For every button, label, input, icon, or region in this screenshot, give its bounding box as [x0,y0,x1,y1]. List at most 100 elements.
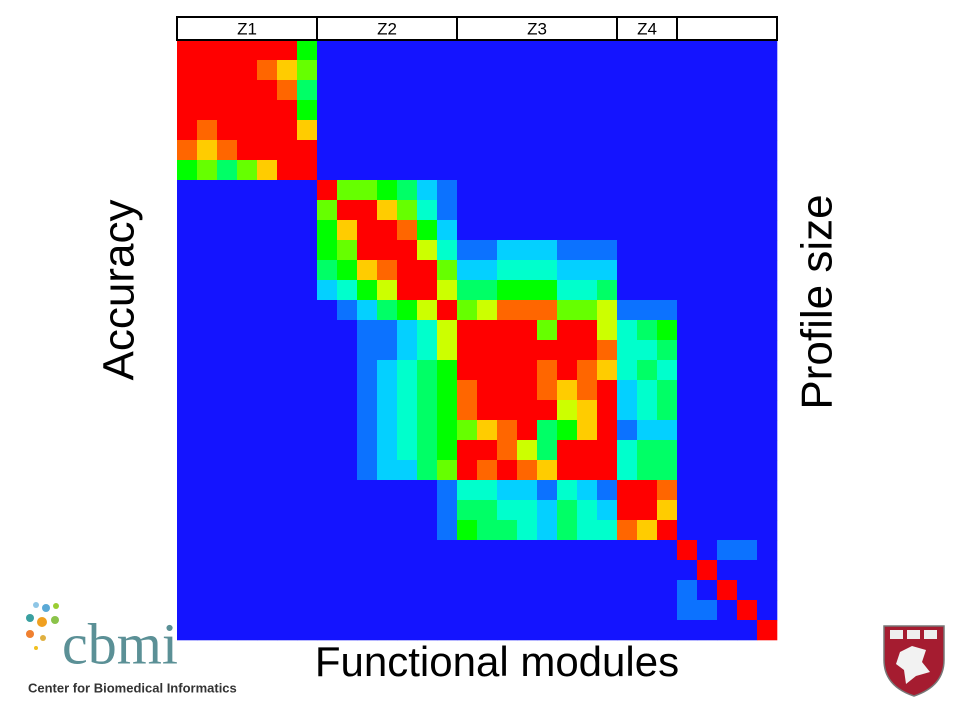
heatmap-cell [417,320,438,341]
heatmap-cell [557,420,578,441]
heatmap-cell [477,620,498,641]
heatmap-cell [257,260,278,281]
heatmap-cell [217,400,238,421]
heatmap-cell [717,400,738,421]
heatmap-cell [237,420,258,441]
heatmap-cell [297,80,318,101]
heatmap-cell [537,440,558,461]
heatmap-cell [257,460,278,481]
heatmap-cell [557,500,578,521]
heatmap-cell [317,620,338,641]
heatmap-cell [637,40,658,61]
heatmap-cell [657,300,678,321]
heatmap-cell [277,580,298,601]
heatmap-cell [477,400,498,421]
heatmap-cell [677,420,698,441]
heatmap-cell [177,260,198,281]
heatmap-cell [677,460,698,481]
heatmap-cell [537,540,558,561]
heatmap-cell [217,40,238,61]
heatmap-cell [377,260,398,281]
heatmap-cell [577,620,598,641]
heatmap-cell [397,180,418,201]
heatmap-cell [317,580,338,601]
heatmap-cell [657,340,678,361]
heatmap-cell [337,580,358,601]
heatmap-cell [737,500,758,521]
heatmap-cell [717,500,738,521]
heatmap-cell [457,80,478,101]
heatmap-cell [237,120,258,141]
heatmap-cell [577,120,598,141]
heatmap-cell [337,100,358,121]
heatmap-cell [557,580,578,601]
heatmap-cell [457,360,478,381]
heatmap-cell [517,300,538,321]
heatmap-cell [237,500,258,521]
heatmap-cell [597,360,618,381]
heatmap-cell [697,100,718,121]
heatmap-cell [557,360,578,381]
heatmap-cell [617,540,638,561]
heatmap-cell [637,140,658,161]
heatmap-cell [277,60,298,81]
heatmap-cell [677,580,698,601]
heatmap-cell [657,60,678,81]
heatmap-cell [537,120,558,141]
heatmap-cell [257,340,278,361]
heatmap-cell [697,180,718,201]
zone-label: Z2 [377,19,397,38]
heatmap-cell [277,160,298,181]
heatmap-cell [437,40,458,61]
heatmap-cell [337,460,358,481]
heatmap-cell [537,340,558,361]
heatmap-cell [417,540,438,561]
heatmap-cell [457,500,478,521]
heatmap-cell [397,480,418,501]
heatmap-cell [757,220,778,241]
heatmap-cell [397,300,418,321]
heatmap-cell [717,560,738,581]
heatmap-cell [377,580,398,601]
heatmap-cell [417,220,438,241]
heatmap-cell [177,40,198,61]
heatmap-cell [357,520,378,541]
heatmap-cell [457,580,478,601]
heatmap-cell [517,140,538,161]
heatmap-cell [257,620,278,641]
heatmap-cell [237,40,258,61]
heatmap-cell [517,280,538,301]
heatmap-cell [297,600,318,621]
heatmap-cell [737,60,758,81]
heatmap-cell [477,200,498,221]
heatmap-cell [297,480,318,501]
heatmap-cell [437,440,458,461]
heatmap-cell [637,200,658,221]
heatmap-cell [697,160,718,181]
heatmap-cell [257,280,278,301]
heatmap-cell [477,300,498,321]
heatmap-cell [577,200,598,221]
heatmap-cell [237,380,258,401]
heatmap-cell [257,80,278,101]
heatmap-cell [197,60,218,81]
heatmap-cell [317,520,338,541]
heatmap-cell [537,460,558,481]
heatmap-cell [497,580,518,601]
heatmap-cell [377,60,398,81]
heatmap-cell [657,360,678,381]
heatmap-cell [657,600,678,621]
heatmap-cell [277,480,298,501]
heatmap-cell [297,560,318,581]
heatmap-cell [457,160,478,181]
heatmap-cell [377,620,398,641]
heatmap-cell [477,360,498,381]
heatmap-cell [197,440,218,461]
heatmap-cell [617,400,638,421]
heatmap-cell [497,80,518,101]
heatmap-cell [617,160,638,181]
heatmap-cell [537,60,558,81]
heatmap-cell [497,480,518,501]
heatmap-cell [477,480,498,501]
heatmap-cell [637,440,658,461]
